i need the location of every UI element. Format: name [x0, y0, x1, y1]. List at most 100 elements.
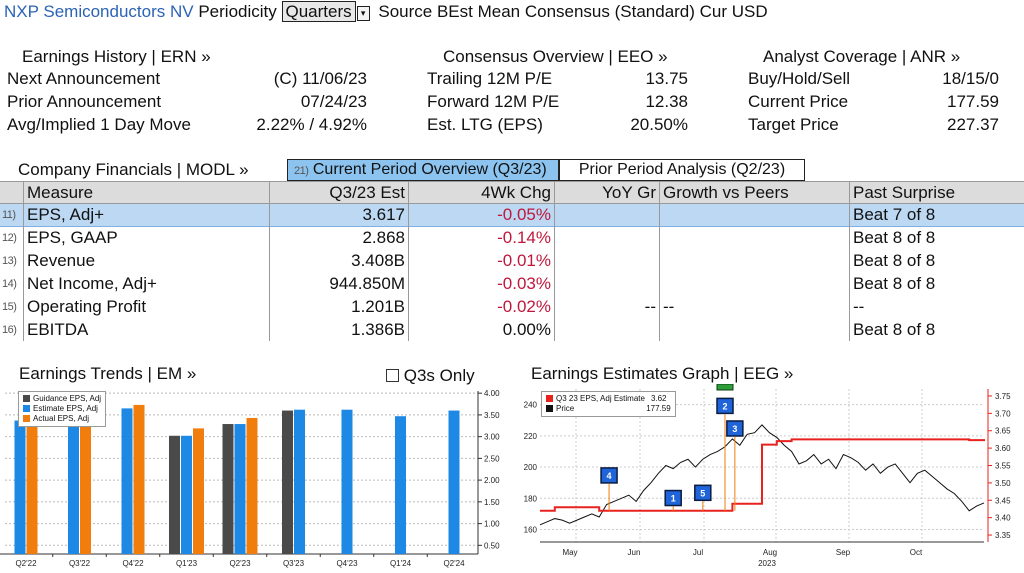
earnings-estimates-title[interactable]: Earnings Estimates Graph | EEG »	[531, 364, 794, 383]
consensus-overview-title[interactable]: Consensus Overview | EEO »	[443, 47, 668, 66]
measure-name: Revenue	[27, 251, 96, 270]
event-marker[interactable]	[726, 420, 744, 437]
legend-swatch	[23, 395, 30, 402]
summary-value: 13.75	[645, 69, 688, 88]
yoy-growth-value	[555, 204, 659, 227]
estimate-value: 3.617	[362, 205, 405, 224]
table-header: Measure Q3/23 Est 4Wk Chg YoY Gr Growth …	[0, 181, 1024, 204]
summary-label: Next Announcement	[7, 69, 161, 88]
dropdown-arrow-icon[interactable]: ▾	[356, 6, 370, 21]
x-tick-label: Q2'23	[229, 559, 251, 568]
x-tick-label: Jul	[693, 548, 703, 557]
event-marker[interactable]	[664, 489, 682, 507]
summary-label: Est. LTG (EPS)	[427, 115, 543, 134]
table-row[interactable]: 13) Revenue 3.408B -0.01% Beat 8 of 8	[0, 250, 1024, 273]
summary-value: 2.22% / 4.92%	[256, 115, 367, 134]
summary-label: Current Price	[748, 92, 849, 111]
q3s-only-checkbox[interactable]: Q3s Only	[386, 366, 475, 386]
periodicity-dropdown[interactable]: Quarters	[281, 1, 356, 22]
col-estimate[interactable]: Q3/23 Est	[329, 183, 405, 202]
col-past-surprise[interactable]: Past Surprise	[853, 183, 956, 202]
bar-estimate-eps-adj	[395, 416, 406, 554]
estimate-value: 944.850M	[329, 274, 405, 293]
legend-item-estimate: Q3 23 EPS, Adj Estimate 3.62	[546, 394, 671, 404]
x-tick-label: Jun	[628, 548, 641, 557]
tab-current-period[interactable]: 21) Current Period Overview (Q3/23)	[287, 159, 559, 181]
x-tick-label: Sep	[836, 548, 851, 557]
x-tick-label: May	[562, 548, 577, 557]
event-marker[interactable]	[716, 397, 734, 415]
row-number: 13)	[2, 255, 17, 267]
row-number: 14)	[2, 278, 17, 290]
x-tick-label: Q3'22	[69, 559, 91, 568]
y-tick-label: 3.50	[484, 411, 500, 420]
bar-estimate-eps-adj	[234, 424, 246, 554]
event-marker-label: 3	[732, 424, 737, 434]
bar-actual-eps-adj	[133, 404, 145, 554]
y-tick-label: 2.00	[484, 476, 500, 485]
peers-growth-value: --	[663, 297, 675, 316]
measure-name: EBITDA	[27, 320, 89, 339]
bar-estimate-eps-adj	[341, 409, 353, 554]
yoy-growth-value	[555, 227, 659, 250]
y-tick-label: 2.50	[484, 454, 500, 463]
change-value: -0.01%	[497, 251, 551, 270]
legend-item-price: Price 177.59	[546, 404, 671, 414]
summary-label: Avg/Implied 1 Day Move	[7, 115, 191, 134]
earnings-history-title[interactable]: Earnings History | ERN »	[22, 47, 211, 66]
col-yoy-growth[interactable]: YoY Gr	[602, 183, 656, 202]
right-tick-label: 3.50	[995, 479, 1011, 488]
legend-label: Guidance EPS, Adj	[33, 394, 102, 403]
col-growth-vs-peers[interactable]: Growth vs Peers	[663, 183, 789, 202]
surprise-value: Beat 8 of 8	[853, 274, 936, 293]
table-row[interactable]: 16) EBITDA 1.386B 0.00% Beat 8 of 8	[0, 319, 1024, 342]
table-row[interactable]: 15) Operating Profit 1.201B -0.02% -- -- --	[0, 296, 1024, 319]
right-tick-label: 3.65	[995, 427, 1011, 436]
change-value: -0.05%	[497, 205, 551, 224]
header-bar: NXP Semiconductors NV Periodicity Quarte…	[4, 1, 768, 22]
bar-guidance-eps-adj	[282, 410, 293, 554]
peers-growth-value	[660, 227, 850, 250]
peers-growth-value	[660, 250, 850, 273]
event-marker-label: 4	[607, 471, 612, 481]
event-marker[interactable]	[694, 484, 712, 502]
table-row[interactable]: 11) EPS, Adj+ 3.617 -0.05% Beat 7 of 8	[0, 204, 1024, 227]
surprise-value: Beat 8 of 8	[853, 228, 936, 247]
x-tick-label: Q4'23	[336, 559, 358, 568]
legend-value: 177.59	[646, 404, 671, 413]
right-tick-label: 3.70	[995, 409, 1011, 418]
left-tick-label: 200	[524, 463, 538, 472]
stacked-event-marker[interactable]	[716, 384, 734, 391]
tab-prior-period[interactable]: Prior Period Analysis (Q2/23)	[559, 159, 805, 181]
yoy-growth-value: --	[644, 297, 656, 316]
company-financials-title[interactable]: Company Financials | MODL »	[18, 160, 249, 179]
legend-value: 3.62	[650, 394, 667, 403]
legend-item-estimate: Estimate EPS, Adj	[23, 404, 101, 414]
y-tick-label: 1.00	[484, 520, 500, 529]
legend-label: Estimate EPS, Adj	[33, 404, 98, 413]
peers-growth-value	[660, 273, 850, 296]
x-tick-label: Oct	[910, 548, 923, 557]
checkbox-box[interactable]	[386, 369, 399, 382]
table-row[interactable]: 12) EPS, GAAP 2.868 -0.14% Beat 8 of 8	[0, 227, 1024, 250]
earnings-trends-title[interactable]: Earnings Trends | EM »	[19, 364, 197, 383]
summary-label: Prior Announcement	[7, 92, 162, 111]
estimate-value: 3.408B	[351, 251, 405, 270]
x-tick-label: Q1'23	[176, 559, 198, 568]
right-tick-label: 3.75	[995, 392, 1011, 401]
tab-number: 21)	[294, 165, 309, 177]
peers-growth-value	[660, 319, 850, 342]
bar-actual-eps-adj	[26, 422, 38, 554]
analyst-coverage-title[interactable]: Analyst Coverage | ANR »	[763, 47, 961, 66]
y-tick-label: 1.50	[484, 498, 500, 507]
summary-label: Target Price	[748, 115, 839, 134]
bar-estimate-eps-adj	[14, 420, 26, 554]
summary-label: Trailing 12M P/E	[427, 69, 553, 88]
col-measure[interactable]: Measure	[27, 183, 94, 202]
checkbox-label: Q3s Only	[403, 366, 475, 385]
table-row[interactable]: 14) Net Income, Adj+ 944.850M -0.03% Beat 8 …	[0, 273, 1024, 296]
col-4wk-change[interactable]: 4Wk Chg	[481, 183, 551, 202]
event-marker[interactable]	[600, 467, 618, 484]
estimate-line	[540, 438, 985, 512]
company-name[interactable]: NXP Semiconductors NV	[4, 2, 194, 21]
